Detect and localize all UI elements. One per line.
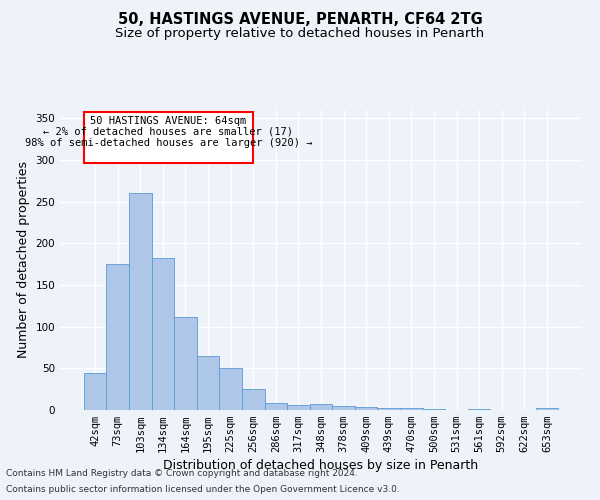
- Bar: [422, 409, 445, 410]
- Text: 50 HASTINGS AVENUE: 64sqm: 50 HASTINGS AVENUE: 64sqm: [91, 116, 247, 126]
- Bar: [152, 258, 174, 410]
- Bar: [220, 368, 242, 410]
- Bar: [355, 406, 377, 410]
- Text: Contains public sector information licensed under the Open Government Licence v3: Contains public sector information licen…: [6, 485, 400, 494]
- Bar: [84, 374, 106, 410]
- Bar: [265, 404, 287, 410]
- Bar: [129, 194, 152, 410]
- Text: Size of property relative to detached houses in Penarth: Size of property relative to detached ho…: [115, 28, 485, 40]
- Bar: [174, 316, 197, 410]
- Bar: [84, 112, 253, 162]
- Bar: [106, 264, 129, 410]
- Bar: [536, 408, 558, 410]
- Bar: [400, 408, 422, 410]
- Text: ← 2% of detached houses are smaller (17): ← 2% of detached houses are smaller (17): [43, 126, 293, 136]
- Bar: [197, 356, 220, 410]
- Bar: [242, 389, 265, 410]
- Text: Contains HM Land Registry data © Crown copyright and database right 2024.: Contains HM Land Registry data © Crown c…: [6, 468, 358, 477]
- X-axis label: Distribution of detached houses by size in Penarth: Distribution of detached houses by size …: [163, 460, 479, 472]
- Bar: [332, 406, 355, 410]
- Bar: [377, 408, 400, 410]
- Text: 50, HASTINGS AVENUE, PENARTH, CF64 2TG: 50, HASTINGS AVENUE, PENARTH, CF64 2TG: [118, 12, 482, 28]
- Bar: [287, 405, 310, 410]
- Bar: [310, 404, 332, 410]
- Bar: [468, 409, 490, 410]
- Text: 98% of semi-detached houses are larger (920) →: 98% of semi-detached houses are larger (…: [25, 138, 312, 147]
- Y-axis label: Number of detached properties: Number of detached properties: [17, 162, 30, 358]
